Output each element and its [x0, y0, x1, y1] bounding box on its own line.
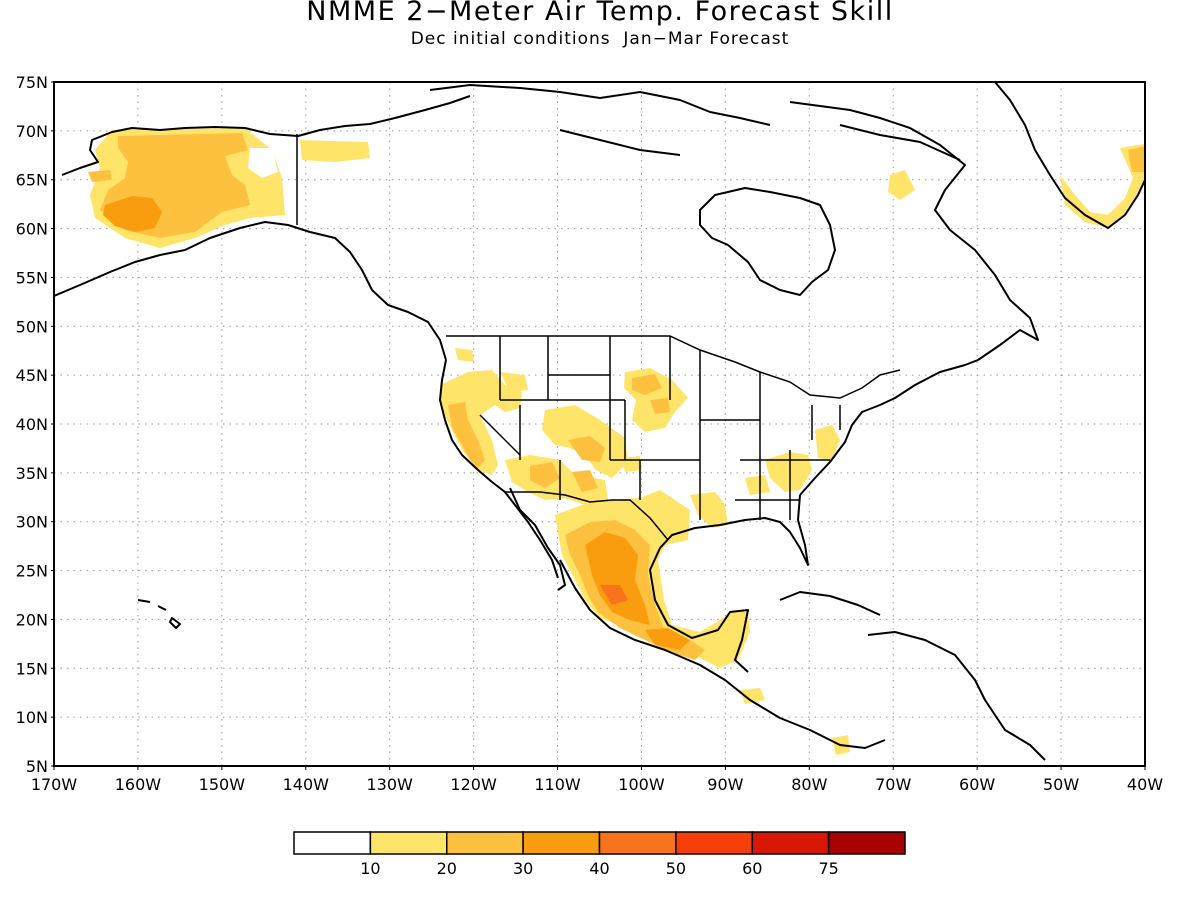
lon-tick-label: 90W: [707, 775, 743, 794]
colorbar-swatch: [293, 831, 372, 855]
colorbar-swatch: [675, 831, 753, 855]
colorbar-label: 20: [437, 859, 457, 878]
colorbar: 10 20 30 40 50 60 75: [293, 831, 906, 878]
lat-tick-label: 35N: [16, 464, 48, 483]
lat-tick-label: 20N: [16, 610, 48, 629]
lon-tick-label: 170W: [31, 775, 78, 794]
coastline-gulf: [649, 547, 749, 673]
coastline-hawaii: [137, 599, 181, 629]
lon-tick-label: 150W: [199, 775, 246, 794]
colorbar-label: 60: [742, 859, 762, 878]
skill-region-california-great-basin: [440, 370, 522, 475]
colorbar-swatch: [751, 831, 830, 855]
lon-tick-label: 140W: [283, 775, 330, 794]
skill-region-pacific-northwest: [455, 348, 474, 362]
coastline-mexico-pacific: [559, 559, 886, 749]
skill-region-yukon: [300, 140, 370, 162]
colorbar-label: 10: [360, 859, 380, 878]
lon-tick-label: 80W: [791, 775, 827, 794]
skill-region-mexico-50: [600, 585, 628, 605]
lat-tick-label: 5N: [26, 757, 48, 776]
skill-region-louisiana: [690, 492, 728, 528]
coastline-arctic-islands: [429, 84, 961, 161]
lat-tick-label: 40N: [16, 415, 48, 434]
coastline-hudson-bay: [699, 187, 836, 296]
skill-region-dakota-core: [650, 398, 670, 414]
colorbar-swatch: [827, 831, 906, 855]
skill-region-alaska-core: [103, 196, 162, 232]
lat-tick-label: 75N: [16, 73, 48, 92]
colorbar-swatch: [369, 831, 448, 855]
skill-region-central-america: [740, 688, 765, 704]
lat-tick-label: 30N: [16, 513, 48, 532]
skill-region-idaho: [500, 372, 528, 392]
skill-region-virginia: [815, 425, 840, 460]
longitude-labels: 170W 160W 150W 140W 130W 120W 110W 100W 90W 80W 70…: [31, 766, 1163, 794]
border-us-mexico: [505, 491, 669, 541]
skill-region-greenland-core: [1128, 146, 1145, 172]
skill-region-northern-plains-core: [632, 374, 662, 395]
lat-tick-label: 65N: [16, 171, 48, 190]
map-content: [54, 82, 1145, 766]
skill-region-south-mexico: [645, 628, 690, 650]
skill-region-southeast-us: [765, 452, 812, 492]
skill-shading: [88, 128, 1145, 755]
coastline-canada-east: [789, 101, 1039, 361]
lat-tick-label: 15N: [16, 659, 48, 678]
colorbar-label: 30: [513, 859, 533, 878]
lat-tick-label: 25N: [16, 562, 48, 581]
coastline-gulf-us: [659, 494, 809, 566]
colorbar-swatch: [446, 831, 524, 855]
skill-region-alaska-east-gap: [248, 148, 278, 178]
skill-region-alaska-west: [88, 170, 112, 182]
state-borders: [296, 134, 901, 541]
lat-tick-label: 55N: [16, 268, 48, 287]
lon-tick-label: 40W: [1127, 775, 1163, 794]
coastline-baja: [509, 487, 566, 591]
lat-tick-label: 10N: [16, 708, 48, 727]
lon-tick-label: 60W: [959, 775, 995, 794]
lat-tick-label: 60N: [16, 220, 48, 239]
map-subtitle: Dec initial conditions Jan−Mar Forecast: [410, 29, 790, 49]
colorbar-label: 50: [666, 859, 686, 878]
coastline-alaska: [54, 221, 447, 361]
skill-region-greenland: [1060, 144, 1145, 228]
coastline-caribbean: [779, 591, 1046, 761]
latitude-labels: 75N 70N 65N 60N 55N 50N 45N 40N 35N 30N 25N 20N 15N 1…: [16, 73, 54, 776]
lon-tick-label: 50W: [1043, 775, 1079, 794]
lat-tick-label: 50N: [16, 317, 48, 336]
coastline-alaska-north: [61, 95, 471, 176]
skill-region-quebec: [888, 170, 915, 200]
lon-tick-label: 100W: [618, 775, 665, 794]
colorbar-label: 40: [589, 859, 609, 878]
coastline-greenland: [994, 82, 1145, 229]
colorbar-label: 75: [818, 859, 838, 878]
colorbar-swatch: [522, 831, 601, 855]
lon-tick-label: 120W: [450, 775, 497, 794]
map-title: NMME 2−Meter Air Temp. Forecast Skill: [306, 0, 894, 27]
skill-region-mexico-40: [585, 532, 650, 625]
lat-tick-label: 45N: [16, 366, 48, 385]
border-us-canada: [446, 335, 901, 399]
lat-tick-label: 70N: [16, 122, 48, 141]
border-state-lines: [479, 336, 841, 520]
coastline-east-us: [799, 359, 979, 496]
lon-tick-label: 110W: [534, 775, 581, 794]
coastlines: [54, 82, 1145, 761]
skill-region-california: [448, 402, 485, 468]
coastline-west-us: [439, 359, 559, 579]
skill-region-new-mexico-core: [572, 470, 598, 492]
lon-tick-label: 130W: [367, 775, 414, 794]
lon-tick-label: 70W: [875, 775, 911, 794]
skill-region-arizona-core: [530, 462, 560, 488]
colorbar-swatch: [598, 831, 677, 855]
skill-region-colorado-core: [568, 436, 605, 462]
skill-region-gulf-coast: [745, 475, 770, 495]
lon-tick-label: 160W: [115, 775, 162, 794]
